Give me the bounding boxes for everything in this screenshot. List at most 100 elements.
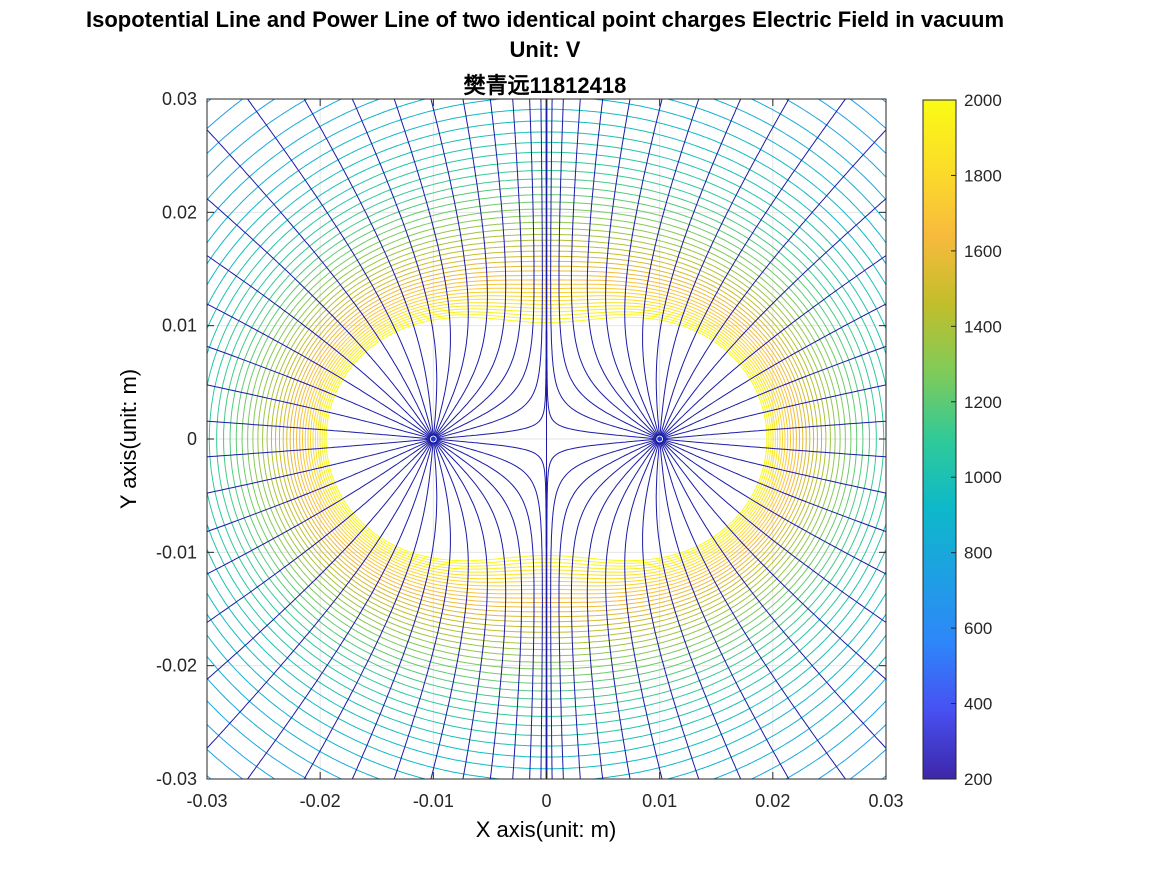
field-line <box>659 99 790 436</box>
field-line <box>246 442 433 779</box>
chart-author: 樊青远11812418 <box>463 73 627 98</box>
field-line <box>207 420 431 440</box>
field-line <box>661 197 886 437</box>
colorbar-tick-label: 1400 <box>964 317 1002 336</box>
colorbar <box>923 100 956 779</box>
field-line <box>207 128 433 437</box>
colorbar-tick-label: 1800 <box>964 166 1002 185</box>
x-tick-label: 0.01 <box>642 791 677 811</box>
field-line <box>303 99 434 436</box>
isopotential-line <box>289 265 804 613</box>
field-line <box>661 441 886 681</box>
field-line <box>570 99 658 438</box>
field-line <box>586 441 658 779</box>
field-line <box>303 442 434 779</box>
isopotential-line <box>252 215 841 663</box>
isopotential-line <box>278 250 815 628</box>
field-line <box>436 99 535 439</box>
y-tick-label: 0.01 <box>162 316 197 336</box>
isopotential-line <box>286 260 807 618</box>
field-line <box>207 197 432 437</box>
isopotential-line <box>325 316 768 562</box>
x-tick-label: 0.03 <box>868 791 903 811</box>
field-line <box>558 439 657 779</box>
field-line <box>435 441 507 779</box>
isopotential-line <box>207 99 886 779</box>
colorbar-tick-label: 200 <box>964 770 992 789</box>
colorbar-tick-label: 1000 <box>964 468 1002 487</box>
colorbar-tick-label: 1600 <box>964 242 1002 261</box>
field-line <box>660 99 847 436</box>
isopotential-line <box>235 194 858 684</box>
field-line <box>655 442 742 779</box>
isopotential-line <box>302 283 791 595</box>
field-line <box>436 439 535 779</box>
isopotential-line <box>207 108 886 770</box>
field-line <box>430 99 469 437</box>
isopotential-line <box>310 295 783 583</box>
field-line <box>393 99 451 436</box>
field-line <box>435 99 523 438</box>
field-line <box>655 99 742 436</box>
field-line <box>659 442 790 779</box>
isopotential-line <box>207 141 886 737</box>
point-charge-marker <box>657 436 663 442</box>
field-line <box>661 254 886 437</box>
x-tick-label: -0.02 <box>300 791 341 811</box>
field-line <box>662 420 886 440</box>
field-line <box>605 99 659 437</box>
isopotential-line <box>207 99 886 779</box>
isopotential-line <box>229 186 864 692</box>
field-line <box>207 345 431 439</box>
x-tick-label: 0.02 <box>755 791 790 811</box>
y-tick-label: -0.01 <box>156 542 197 562</box>
field-line <box>662 345 886 439</box>
colorbar-tick-label: 800 <box>964 544 992 563</box>
field-line <box>435 99 507 437</box>
field-line <box>436 99 543 439</box>
isopotential-line <box>312 298 781 580</box>
field-line <box>351 99 438 436</box>
field-line <box>624 441 663 779</box>
colorbar-box <box>922 99 957 780</box>
colorbar-tick-label: 400 <box>964 695 992 714</box>
field-line <box>207 439 431 533</box>
isopotential-line <box>208 161 885 717</box>
isopotential-line <box>275 245 818 633</box>
y-axis: -0.03 -0.02 -0.01 0 0.01 0.02 0.03 <box>156 89 886 789</box>
isopotential-line <box>241 201 852 677</box>
isopotential-line <box>207 99 886 779</box>
field-line <box>550 99 657 439</box>
field-line <box>207 441 432 624</box>
isopotential-line <box>216 170 877 708</box>
field-line <box>660 128 886 437</box>
field-line <box>586 99 658 437</box>
field-line <box>434 441 488 779</box>
isopotential-line <box>247 208 846 670</box>
field-line <box>430 441 469 779</box>
isopotential-line <box>270 239 823 639</box>
field-line <box>605 441 659 779</box>
isopotential-line <box>223 178 870 700</box>
isopotential-line <box>207 120 886 758</box>
isopotential-line <box>207 99 886 779</box>
isopotential-lines <box>207 99 886 779</box>
field-line <box>662 384 886 439</box>
field-line <box>642 442 700 779</box>
field-line <box>434 99 488 437</box>
field-line <box>660 441 886 750</box>
field-line <box>662 440 886 575</box>
y-tick-label: -0.03 <box>156 769 197 789</box>
isopotential-line <box>207 99 886 779</box>
x-tick-label: 0 <box>541 791 551 811</box>
field-line <box>207 440 431 575</box>
field-line <box>660 442 847 779</box>
isopotential-line <box>299 279 794 599</box>
isopotential-line <box>262 227 831 651</box>
field-line <box>207 254 432 437</box>
field-line <box>558 99 657 439</box>
field-line <box>624 99 663 437</box>
y-tick-label: 0.02 <box>162 202 197 222</box>
isopotential-line <box>207 99 886 779</box>
